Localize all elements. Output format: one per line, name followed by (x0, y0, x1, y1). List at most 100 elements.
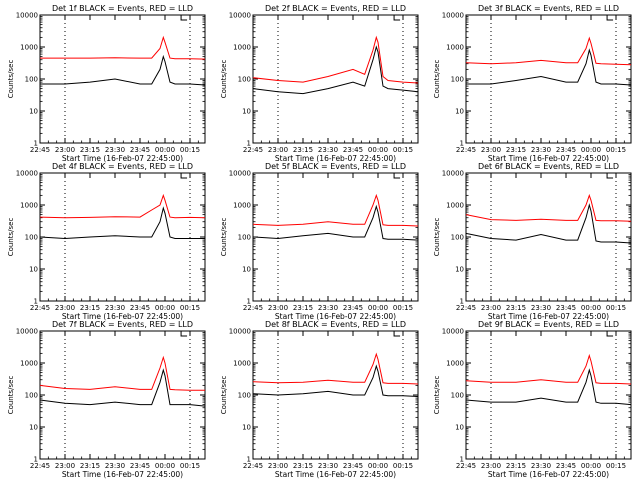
chart-panel-9: Det 9f BLACK = Events, RED = LLD 1 10 100 10… (433, 320, 632, 479)
x-tick-label: 23:00 (268, 462, 288, 470)
x-tick-label: 23:45 (343, 304, 363, 312)
x-tick-label: 23:45 (130, 146, 150, 154)
y-axis-label: Counts/sec (7, 218, 15, 257)
y-tick-label: 10 (455, 266, 464, 274)
y-tick-label: 100 (238, 234, 251, 242)
chart-panel-7: Det 7f BLACK = Events, RED = LLD 1 10 100 10… (7, 320, 206, 479)
y-tick-label: 1 (460, 456, 464, 464)
events-series-line (252, 364, 419, 397)
y-tick-label: 100 (238, 76, 251, 84)
marker-glyph (606, 173, 614, 179)
x-tick-label: 00:15 (393, 462, 413, 470)
chart-title: Det 6f BLACK = Events, RED = LLD (478, 162, 619, 171)
y-tick-label: 10000 (229, 170, 251, 178)
x-tick-label: 23:15 (506, 304, 526, 312)
y-tick-label: 1000 (233, 202, 251, 210)
x-tick-label: 23:30 (105, 304, 125, 312)
x-tick-label: 23:00 (481, 304, 501, 312)
y-axis-label: Counts/sec (220, 376, 228, 415)
x-tick-label: 00:15 (606, 462, 626, 470)
x-tick-label: 22:45 (243, 146, 263, 154)
chart-panel-6: Det 6f BLACK = Events, RED = LLD 1 10 100 10… (433, 162, 632, 321)
y-tick-label: 100 (25, 234, 38, 242)
y-tick-label: 1 (460, 140, 464, 148)
y-tick-label: 10 (455, 108, 464, 116)
events-series-line (39, 206, 205, 240)
y-tick-label: 1 (34, 140, 38, 148)
y-tick-label: 10 (455, 424, 464, 432)
y-tick-label: 100 (25, 392, 38, 400)
y-tick-label: 1000 (446, 202, 464, 210)
x-tick-label: 22:45 (30, 304, 50, 312)
y-axis-label: Counts/sec (7, 376, 15, 415)
events-series-line (466, 48, 632, 86)
y-tick-label: 100 (451, 234, 464, 242)
y-axis-label: Counts/sec (7, 60, 15, 99)
y-tick-label: 1 (34, 298, 38, 306)
chart-panel-1: Det 1f BLACK = Events, RED = LLD 1 10 100 10… (7, 4, 206, 163)
lld-series-line (40, 35, 206, 60)
y-tick-label: 1000 (233, 360, 251, 368)
x-tick-label: 23:45 (343, 146, 363, 154)
chart-panel-2: Det 2f BLACK = Events, RED = LLD 1 10 100 10… (220, 4, 419, 163)
y-tick-label: 10000 (442, 12, 464, 20)
x-tick-label: 23:15 (293, 146, 313, 154)
x-tick-label: 23:45 (556, 462, 576, 470)
chart-title: Det 1f BLACK = Events, RED = LLD (52, 4, 193, 13)
y-tick-label: 10000 (16, 12, 38, 20)
x-tick-label: 00:00 (581, 146, 601, 154)
lld-series-line (465, 353, 632, 385)
y-tick-label: 10000 (229, 12, 251, 20)
y-tick-label: 10 (242, 266, 251, 274)
x-tick-label: 23:15 (80, 304, 100, 312)
y-tick-label: 1000 (446, 360, 464, 368)
x-tick-label: 00:15 (180, 146, 200, 154)
x-tick-label: 23:00 (481, 146, 501, 154)
y-tick-label: 10 (242, 108, 251, 116)
x-tick-label: 23:45 (343, 462, 363, 470)
events-series-line (39, 368, 206, 407)
x-tick-label: 23:15 (506, 146, 526, 154)
y-tick-label: 10 (29, 108, 38, 116)
lld-series-line (465, 193, 632, 222)
x-tick-label: 00:15 (180, 462, 200, 470)
x-tick-label: 00:00 (581, 462, 601, 470)
y-tick-label: 10 (242, 424, 251, 432)
y-tick-label: 10000 (442, 328, 464, 336)
y-axis-label: Counts/sec (433, 60, 441, 99)
y-tick-label: 1 (460, 298, 464, 306)
x-axis-label: Start Time (16-Feb-07 22:45:00) (275, 312, 396, 321)
y-axis-label: Counts/sec (433, 218, 441, 257)
marker-glyph (180, 331, 188, 337)
x-axis-label: Start Time (16-Feb-07 22:45:00) (62, 470, 183, 479)
x-tick-label: 23:00 (55, 304, 75, 312)
events-series-line (465, 203, 632, 244)
events-series-line (252, 204, 419, 241)
lld-series-line (465, 36, 632, 66)
chart-title: Det 4f BLACK = Events, RED = LLD (52, 162, 193, 171)
lld-series-line (252, 193, 419, 227)
x-tick-label: 22:45 (456, 462, 476, 470)
x-axis-label: Start Time (16-Feb-07 22:45:00) (62, 312, 183, 321)
x-tick-label: 23:00 (481, 462, 501, 470)
y-tick-label: 10 (29, 424, 38, 432)
x-tick-label: 23:15 (293, 304, 313, 312)
x-tick-label: 00:00 (581, 304, 601, 312)
lld-series-line (39, 193, 206, 219)
marker-glyph (606, 331, 614, 337)
x-tick-label: 23:15 (80, 146, 100, 154)
events-series-line (252, 45, 419, 95)
x-tick-label: 22:45 (456, 146, 476, 154)
x-tick-label: 22:45 (456, 304, 476, 312)
y-axis-label: Counts/sec (220, 218, 228, 257)
x-tick-label: 23:30 (318, 146, 338, 154)
chart-title: Det 5f BLACK = Events, RED = LLD (265, 162, 406, 171)
y-tick-label: 1 (34, 456, 38, 464)
y-tick-label: 1 (247, 140, 251, 148)
x-tick-label: 00:00 (368, 146, 388, 154)
marker-glyph (180, 173, 188, 179)
x-tick-label: 00:00 (155, 304, 175, 312)
x-tick-label: 23:15 (506, 462, 526, 470)
x-tick-label: 00:15 (606, 304, 626, 312)
